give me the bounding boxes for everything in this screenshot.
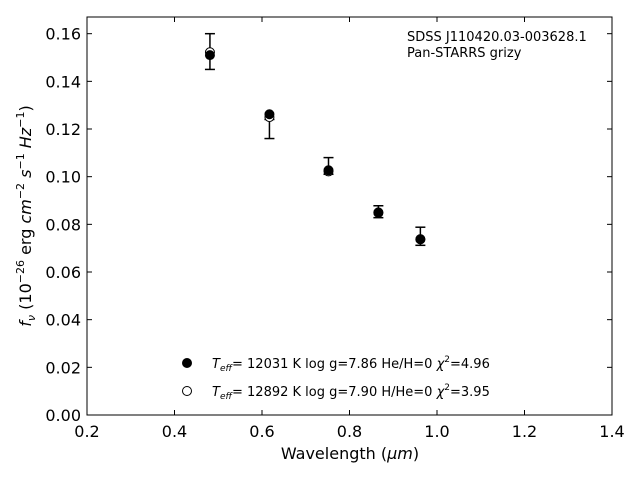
y-tick-label: 0.12 xyxy=(45,120,81,139)
x-tick-label: 1.0 xyxy=(424,422,449,441)
data-points xyxy=(204,47,426,245)
legend-marker-filled xyxy=(182,358,192,368)
x-tick-label: 0.4 xyxy=(162,422,187,441)
model-point-filled xyxy=(204,50,215,61)
legend-marker-open xyxy=(182,386,192,396)
annotation-object-name: SDSS J110420.03-003628.1 xyxy=(407,30,587,45)
x-axis-ticks: 0.2 0.4 0.6 0.8 1.0 1.2 1.4 xyxy=(74,17,625,441)
plot-axes xyxy=(86,16,613,416)
legend-label-1: Teff= 12031 K log g=7.86 He/H=0 χ2=4.96 xyxy=(212,355,490,374)
error-bar xyxy=(264,118,275,140)
y-tick-label: 0.16 xyxy=(45,25,81,44)
model-point-filled xyxy=(373,207,384,218)
error-bars xyxy=(204,32,426,247)
y-tick-label: 0.00 xyxy=(45,406,81,425)
model-point-filled xyxy=(323,165,334,176)
y-tick-label: 0.14 xyxy=(45,72,81,91)
y-axis-label: fν (10−26 erg cm−2 s−1 Hz−1) xyxy=(14,105,38,326)
legend-label-2: Teff= 12892 K log g=7.90 H/He=0 χ2=3.95 xyxy=(212,383,490,402)
x-tick-label: 0.6 xyxy=(249,422,274,441)
y-tick-label: 0.04 xyxy=(45,311,81,330)
model-point-filled xyxy=(264,109,275,120)
x-tick-label: 0.2 xyxy=(74,422,99,441)
annotation-survey: Pan-STARRS grizy xyxy=(407,46,522,61)
model-point-filled xyxy=(415,234,426,245)
x-axis-label: Wavelength (μm) xyxy=(281,444,419,463)
y-tick-label: 0.08 xyxy=(45,215,81,234)
y-tick-label: 0.10 xyxy=(45,168,81,187)
y-tick-label: 0.02 xyxy=(45,358,81,377)
x-tick-label: 0.8 xyxy=(337,422,362,441)
plot-frame xyxy=(86,16,613,416)
y-tick-label: 0.06 xyxy=(45,263,81,282)
legend: Teff= 12031 K log g=7.86 He/H=0 χ2=4.96 … xyxy=(182,355,490,402)
x-tick-label: 1.4 xyxy=(599,422,624,441)
x-tick-label: 1.2 xyxy=(512,422,537,441)
y-axis-ticks: 0.00 0.02 0.04 0.06 0.08 0.10 0.12 0.14 0.16 xyxy=(45,25,612,425)
